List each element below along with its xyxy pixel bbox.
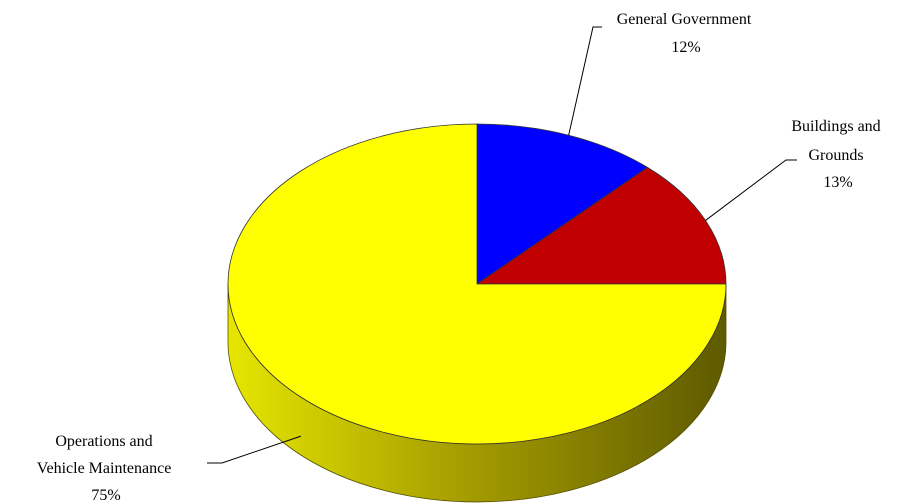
pie-slice-general-government <box>476 123 648 285</box>
pie-slice-operations-and-vehicle-maintenance <box>227 123 727 445</box>
slice-label-general-government: General Government 12% <box>617 11 756 56</box>
slice-label-operations-and-vehicle-maintenance: Operations and Vehicle Maintenance 75% <box>37 433 176 504</box>
label-line: Buildings and <box>791 118 880 135</box>
label-line: Vehicle Maintenance <box>37 460 172 477</box>
slice-value-label: 13% <box>823 174 852 191</box>
leader-line-operations-and-vehicle-maintenance <box>207 435 302 464</box>
leader-lines <box>207 26 797 464</box>
slice-value-label: 12% <box>671 39 700 56</box>
label-line: Operations and <box>55 433 152 450</box>
slice-value-label: 75% <box>91 487 120 504</box>
label-line: Grounds <box>808 147 863 164</box>
leader-line-general-government <box>568 26 602 136</box>
leader-line-buildings-and-grounds <box>705 159 797 221</box>
pie-slice-buildings-and-grounds <box>476 166 727 285</box>
label-line: General Government <box>617 11 752 28</box>
pie-top-face <box>227 123 727 445</box>
slice-label-buildings-and-grounds: Buildings and Grounds 13% <box>791 118 884 191</box>
